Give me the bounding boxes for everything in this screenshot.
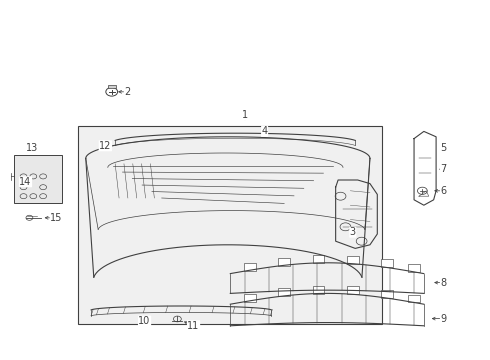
FancyBboxPatch shape: [347, 256, 359, 264]
Text: 9: 9: [441, 314, 446, 324]
FancyBboxPatch shape: [408, 294, 420, 302]
Text: 14: 14: [19, 177, 31, 187]
Text: 6: 6: [441, 186, 446, 196]
Text: 8: 8: [441, 278, 446, 288]
Text: 4: 4: [262, 126, 268, 136]
Text: 11: 11: [188, 321, 200, 331]
Text: 3: 3: [350, 227, 356, 237]
FancyBboxPatch shape: [381, 259, 393, 267]
FancyBboxPatch shape: [381, 290, 393, 298]
FancyBboxPatch shape: [278, 288, 290, 296]
Text: 15: 15: [50, 213, 63, 223]
Text: 2: 2: [124, 87, 130, 97]
Text: 5: 5: [441, 143, 446, 153]
FancyBboxPatch shape: [244, 294, 256, 302]
FancyBboxPatch shape: [347, 286, 359, 294]
FancyBboxPatch shape: [108, 85, 116, 88]
Text: 13: 13: [26, 143, 38, 153]
FancyBboxPatch shape: [313, 255, 324, 263]
Text: 10: 10: [138, 316, 151, 326]
Text: 1: 1: [242, 110, 248, 120]
FancyBboxPatch shape: [408, 264, 420, 272]
FancyBboxPatch shape: [244, 263, 256, 271]
Text: 12: 12: [99, 141, 112, 151]
Text: 7: 7: [441, 164, 446, 174]
FancyBboxPatch shape: [78, 126, 382, 324]
FancyBboxPatch shape: [313, 286, 324, 294]
FancyBboxPatch shape: [278, 258, 290, 266]
FancyBboxPatch shape: [14, 155, 62, 203]
